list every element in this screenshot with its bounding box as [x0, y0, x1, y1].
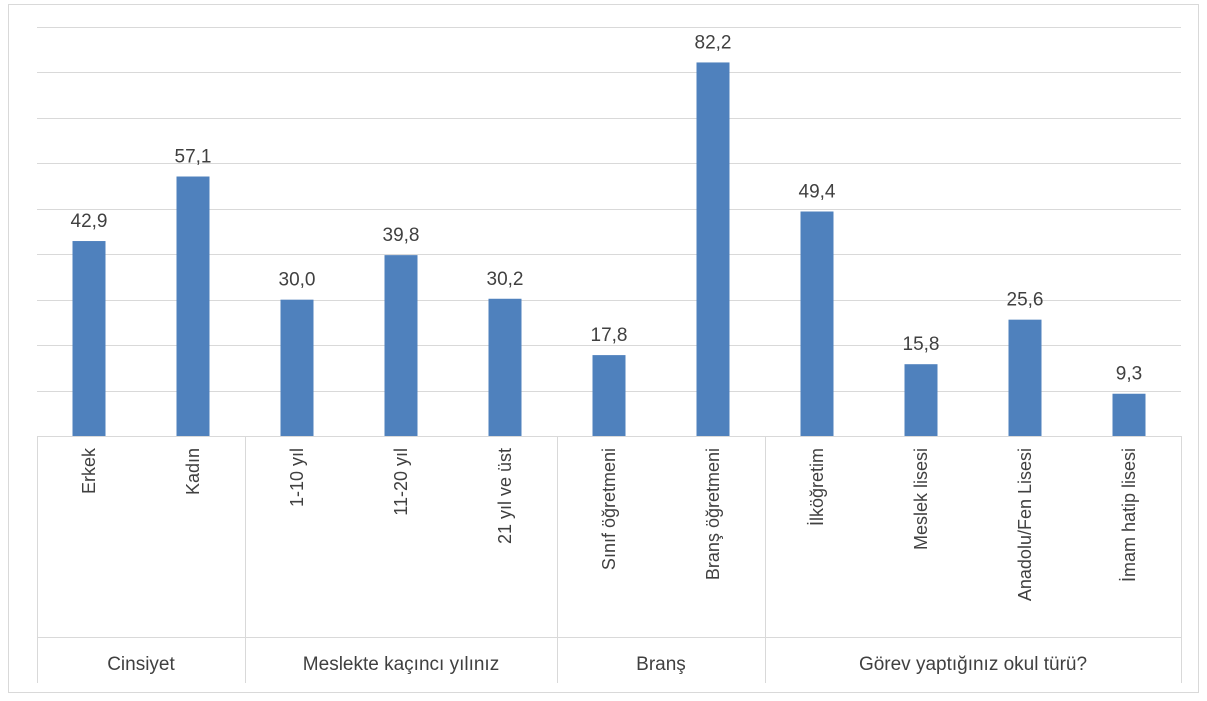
category-label: 21 yıl ve üst: [495, 448, 515, 544]
value-label: 42,9: [71, 211, 108, 232]
group-label: Cinsiyet: [107, 654, 175, 675]
category-label: Erkek: [79, 447, 99, 494]
group-label: Branş: [636, 654, 686, 675]
value-label: 82,2: [695, 32, 732, 53]
value-label: 9,3: [1116, 364, 1142, 385]
bar: [176, 176, 210, 437]
bar: [1112, 393, 1146, 436]
gridlines: [37, 27, 1181, 392]
bar: [696, 62, 730, 437]
bars: [72, 62, 1146, 437]
value-label: 25,6: [1007, 290, 1044, 311]
bar: [384, 255, 418, 436]
category-axis: [37, 436, 1182, 683]
value-label: 39,8: [383, 225, 420, 246]
category-label: Meslek lisesi: [911, 448, 931, 550]
value-label: 57,1: [175, 147, 212, 168]
value-label: 49,4: [799, 182, 836, 203]
category-label: İmam hatip lisesi: [1119, 448, 1139, 582]
category-label: Branş öğretmeni: [703, 448, 723, 580]
group-label: Meslekte kaçıncı yılınız: [303, 654, 499, 675]
value-label: 15,8: [903, 334, 940, 355]
value-label: 30,0: [279, 270, 316, 291]
bar: [592, 355, 626, 436]
value-label: 30,2: [487, 269, 524, 290]
group-labels: Cinsiyet Meslekte kaçıncı yılınız Branş Gör…: [107, 654, 1087, 675]
category-label: 11-20 yıl: [391, 448, 411, 516]
bar: [72, 241, 106, 436]
group-label: Görev yaptığınız okul türü?: [859, 654, 1087, 675]
bar: [904, 364, 938, 436]
value-labels: 42,9 57,1 30,0 39,8 30,2 17,8 82,2 49,4 15,8 25,6…: [71, 32, 1143, 384]
category-label: Anadolu/Fen Lisesi: [1015, 448, 1035, 601]
chart-frame: [8, 4, 1199, 693]
value-label: 17,8: [591, 325, 628, 346]
category-labels: Erkek Kadın 1-10 yıl 11-20 yıl 21 yıl ve üst…: [79, 447, 1139, 601]
category-label: Kadın: [183, 448, 203, 495]
bar: [280, 299, 314, 436]
bar: [1008, 319, 1042, 436]
bar: [800, 211, 834, 436]
category-label: 1-10 yıl: [287, 448, 307, 507]
category-label: İlköğretim: [807, 448, 827, 526]
bar: [488, 298, 522, 436]
category-label: Sınıf öğretmeni: [599, 448, 619, 570]
